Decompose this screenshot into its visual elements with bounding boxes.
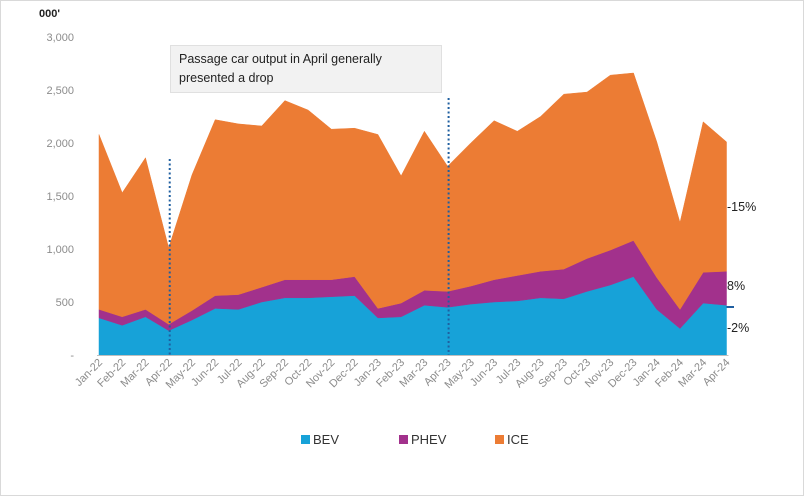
y-tick-label: -: [70, 350, 74, 362]
unit-label: 000': [39, 8, 60, 20]
legend-label-ice: ICE: [507, 432, 529, 447]
april-markers: [168, 98, 450, 355]
legend-swatch-phev: [399, 435, 408, 444]
legend: BEV PHEV ICE: [301, 432, 529, 447]
change-labels: -15% 8% -2%: [726, 200, 756, 335]
annotation-callout: Passage car output in April generally pr…: [170, 45, 442, 93]
y-tick-label: 1,000: [46, 244, 74, 256]
y-tick-label: 2,500: [46, 85, 74, 97]
legend-swatch-bev: [301, 435, 310, 444]
x-axis: Jan-22Feb-22Mar-22Apr-22May-22Jun-22Jul-…: [73, 355, 733, 391]
ice-change-label: -15%: [727, 200, 756, 214]
y-tick-label: 500: [56, 297, 74, 309]
y-axis-ticks: 3,000 2,500 2,000 1,500 1,000 500 -: [46, 32, 74, 362]
y-tick-label: 2,000: [46, 138, 74, 150]
y-tick-label: 1,500: [46, 191, 74, 203]
legend-label-bev: BEV: [313, 432, 339, 447]
series-areas: [98, 72, 727, 356]
phev-change-label: 8%: [727, 279, 745, 293]
legend-swatch-ice: [495, 435, 504, 444]
legend-label-phev: PHEV: [411, 432, 447, 447]
bev-change-label: -2%: [727, 321, 749, 335]
area-ice: [98, 72, 727, 325]
y-tick-label: 3,000: [46, 32, 74, 44]
